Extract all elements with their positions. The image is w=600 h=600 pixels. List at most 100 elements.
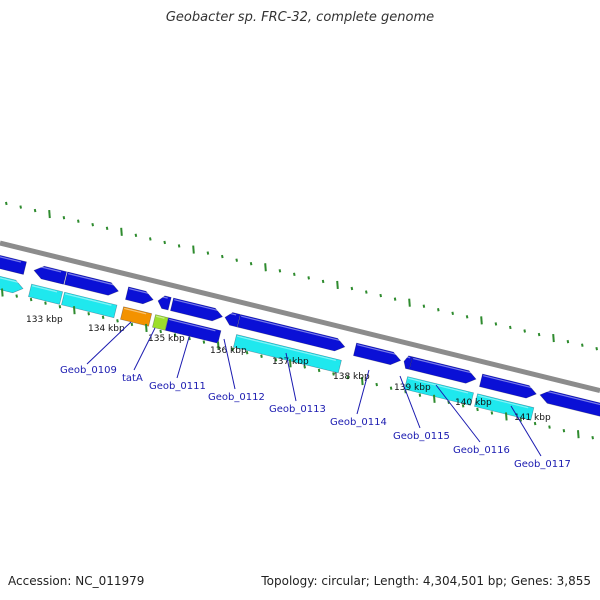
- ruler-label: 136 kbp: [210, 346, 247, 356]
- gene-leader-line: [223, 338, 236, 390]
- outer-minor-tick: [249, 262, 253, 266]
- cds-arrow-highlight: [160, 295, 168, 299]
- inner-tick-ring: [1, 288, 594, 440]
- cds-arrow-highlight: [227, 312, 237, 316]
- outer-minor-tick: [134, 233, 138, 238]
- outer-major-tick: [48, 210, 51, 219]
- rna-block-highlight: [65, 293, 112, 306]
- cds-arrow-highlight: [174, 299, 219, 312]
- outer-minor-tick: [465, 315, 469, 319]
- cds-arrow-shape: [170, 297, 223, 322]
- outer-minor-tick: [566, 339, 570, 344]
- inner-major-tick: [1, 288, 4, 297]
- inner-minor-tick: [44, 301, 47, 305]
- inner-minor-tick: [591, 436, 594, 440]
- cds-arrow-highlight: [36, 265, 62, 273]
- inner-minor-tick: [130, 322, 134, 327]
- cds-arrow: [157, 295, 172, 311]
- inner-major-tick: [433, 394, 436, 403]
- rna-block: [233, 334, 342, 374]
- cds-arrow: [403, 355, 413, 370]
- inner-minor-tick: [418, 393, 422, 397]
- outer-minor-tick: [350, 286, 354, 291]
- outer-minor-tick: [494, 322, 498, 326]
- outer-minor-tick: [19, 205, 22, 209]
- inner-minor-tick: [346, 375, 350, 380]
- outer-minor-tick: [221, 254, 224, 259]
- outer-major-tick: [264, 263, 267, 272]
- genome-summary-text: Topology: circular; Length: 4,304,501 bp…: [261, 574, 591, 588]
- rna-block-highlight: [408, 377, 469, 394]
- cds-arrow: [64, 271, 119, 296]
- cds-arrow-shape: [64, 271, 119, 296]
- rna-block-highlight: [237, 335, 336, 362]
- cds-arrow: [170, 297, 223, 322]
- inner-minor-tick: [87, 312, 90, 316]
- outer-major-tick: [192, 245, 195, 254]
- cds-arrow: [353, 342, 402, 366]
- rna-block-shape: [233, 334, 342, 374]
- cds-arrow-shape: [237, 314, 346, 352]
- cds-arrow-highlight: [241, 315, 341, 342]
- ruler-label: 140 kbp: [455, 398, 492, 408]
- ruler-label: 139 kbp: [394, 383, 431, 393]
- inner-minor-tick: [245, 351, 249, 355]
- outer-minor-tick: [278, 269, 282, 273]
- outer-major-tick: [480, 316, 483, 325]
- gene-label: Geob_0114: [330, 417, 387, 428]
- outer-minor-tick: [365, 290, 368, 294]
- cds-arrow-highlight: [483, 375, 533, 389]
- inner-minor-tick: [490, 411, 494, 415]
- gene-label: Geob_0117: [514, 459, 571, 470]
- outer-minor-tick: [379, 293, 382, 298]
- outer-minor-tick: [163, 240, 166, 245]
- outer-major-tick: [120, 227, 123, 236]
- outer-minor-tick: [307, 276, 310, 280]
- inner-minor-tick: [375, 382, 378, 387]
- outer-minor-tick: [105, 226, 109, 230]
- rna-block: [0, 273, 24, 294]
- outer-minor-tick: [523, 329, 526, 333]
- cds-arrow: [0, 254, 27, 275]
- cds-arrow: [237, 314, 346, 352]
- inner-minor-tick: [58, 304, 62, 309]
- outer-minor-tick: [177, 244, 181, 248]
- rna-block: [28, 283, 63, 305]
- gene-label: Geob_0109: [60, 365, 117, 376]
- ruler-label: 137 kbp: [272, 357, 309, 367]
- ruler-label: 141 kbp: [514, 413, 551, 423]
- small-feature-highlight: [156, 315, 165, 319]
- outer-minor-tick: [5, 201, 8, 206]
- accession-text: Accession: NC_011979: [8, 574, 145, 588]
- ruler-label: 138 kbp: [333, 372, 370, 382]
- outer-minor-tick: [437, 308, 440, 312]
- inner-minor-tick: [317, 368, 321, 373]
- outer-minor-tick: [77, 219, 80, 223]
- cds-arrow: [125, 286, 154, 305]
- cds-arrow-shape: [33, 265, 67, 285]
- rna-block-shape: [28, 283, 63, 305]
- inner-minor-tick: [562, 428, 566, 433]
- rna-block-shape: [0, 273, 24, 294]
- cds-arrow-highlight: [0, 254, 22, 263]
- outer-minor-tick: [62, 215, 66, 220]
- cds-arrow-shape: [479, 373, 537, 399]
- tatA-feature-highlight: [124, 307, 147, 315]
- inner-minor-tick: [101, 315, 105, 319]
- outer-major-tick: [408, 298, 411, 307]
- rna-block-shape: [61, 291, 118, 319]
- outer-minor-tick: [235, 258, 238, 262]
- rna-block-highlight: [32, 285, 58, 293]
- outer-minor-tick: [321, 279, 325, 284]
- rna-block-shape: [404, 376, 474, 406]
- cds-arrow: [224, 312, 241, 328]
- feature-track: [0, 254, 600, 421]
- outer-minor-tick: [393, 297, 397, 301]
- cds-arrow-shape: [0, 255, 27, 275]
- gene-leader-line: [356, 369, 370, 415]
- gene-label: Geob_0116: [453, 445, 510, 456]
- gene-leader-line: [510, 405, 542, 457]
- cds-arrow-highlight: [542, 389, 600, 407]
- inner-major-tick: [289, 359, 292, 368]
- inner-minor-tick: [29, 297, 33, 302]
